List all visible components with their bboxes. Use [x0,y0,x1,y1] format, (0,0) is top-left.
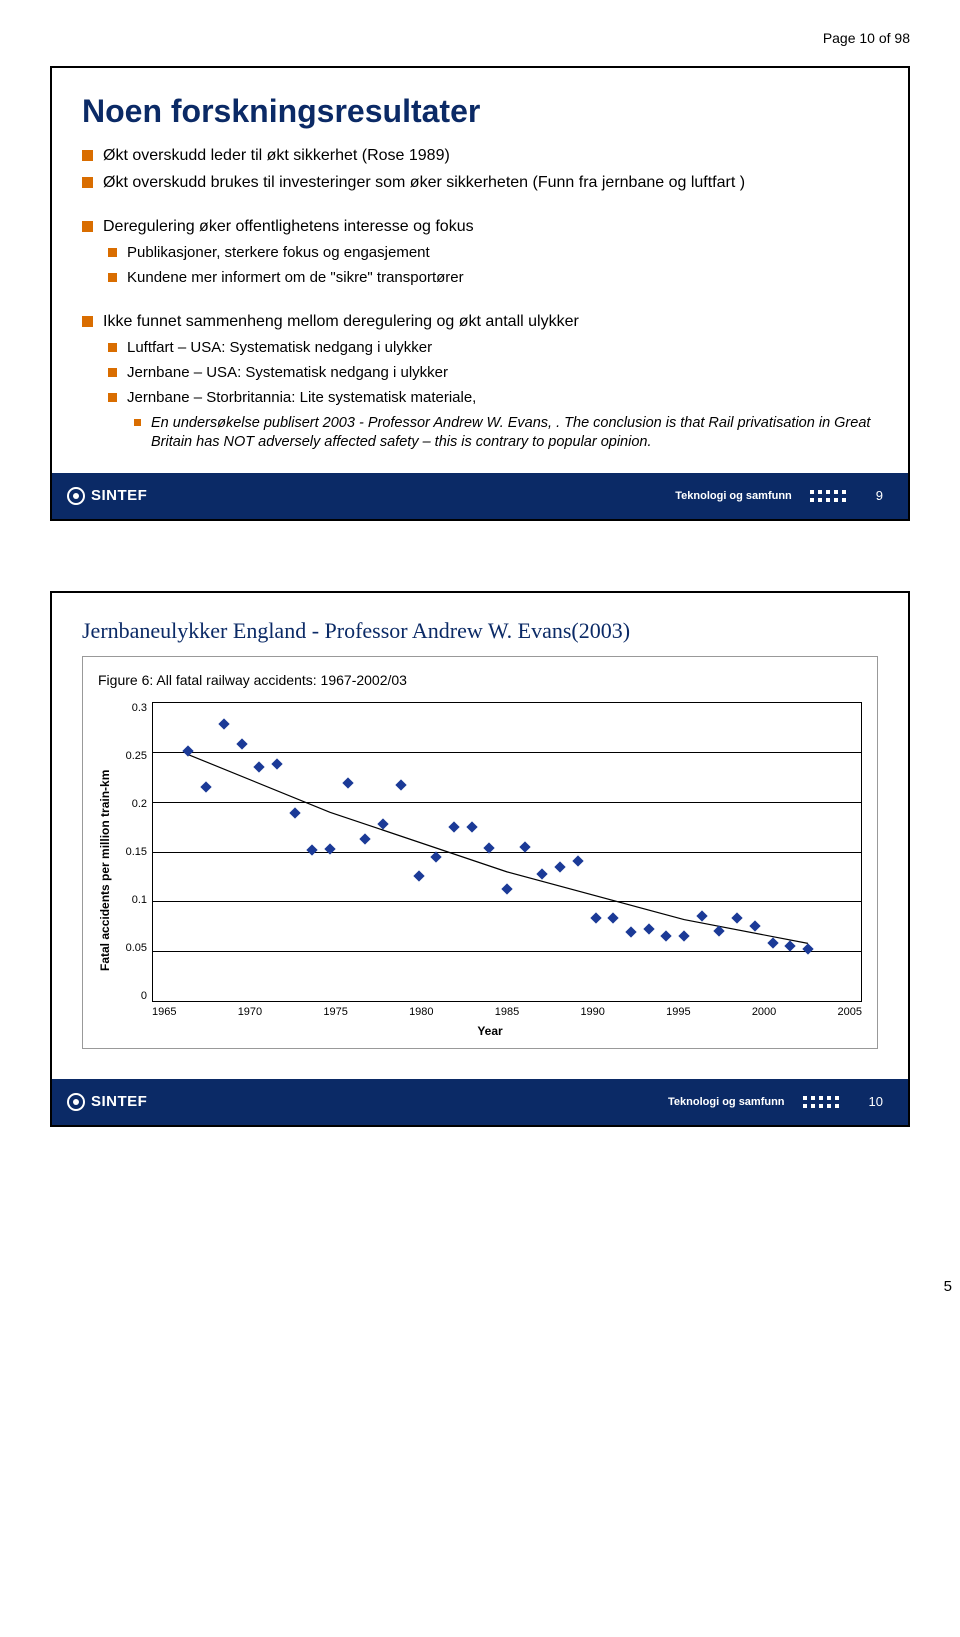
slide1-bullets: Økt overskudd leder til økt sikkerhet (R… [82,145,878,453]
page-header: Page 10 of 98 [50,30,910,46]
list-item: Jernbane – Storbritannia: Lite systemati… [108,388,878,408]
scatter-plot [152,702,862,1002]
y-axis-label: Fatal accidents per million train-km [98,702,112,1038]
chart-box: Figure 6: All fatal railway accidents: 1… [82,656,878,1049]
list-item-text: Publikasjoner, sterkere fokus og engasje… [127,243,430,263]
footer-center: Teknologi og samfunn [668,1096,785,1108]
list-item: Økt overskudd leder til økt sikkerhet (R… [82,145,878,167]
bullet-icon [108,368,117,377]
y-ticks: 0.30.250.20.150.10.050 [118,702,152,1002]
list-item-text: Kundene mer informert om de "sikre" tran… [127,268,464,288]
list-item: Ikke funnet sammenheng mellom dereguleri… [82,311,878,333]
sintef-logo-text: SINTEF [91,487,147,504]
bullet-icon [82,150,93,161]
slide2-footer: SINTEF Teknologi og samfunn 10 [52,1079,908,1125]
list-item: En undersøkelse publisert 2003 - Profess… [134,414,878,453]
bullet-icon [108,343,117,352]
list-item: Kundene mer informert om de "sikre" tran… [108,268,878,288]
list-item: Deregulering øker offentlighetens intere… [82,216,878,238]
page-number: 5 [944,1278,952,1295]
sintef-logo-icon [67,487,85,505]
slide1-number: 9 [876,488,883,503]
list-item-text: Jernbane – USA: Systematisk nedgang i ul… [127,363,448,383]
slide2-number: 10 [869,1094,883,1109]
slide-1: Noen forskningsresultater Økt overskudd … [50,66,910,521]
bullet-icon [82,177,93,188]
x-axis-label: Year [118,1024,862,1038]
bullet-icon [134,419,141,426]
bullet-icon [108,273,117,282]
bullet-icon [108,248,117,257]
slide1-title: Noen forskningsresultater [82,93,878,130]
sintef-logo-icon [67,1093,85,1111]
list-item-text: Ikke funnet sammenheng mellom dereguleri… [103,311,579,333]
bullet-icon [108,393,117,402]
list-item-text: Økt overskudd brukes til investeringer s… [103,172,745,194]
list-item-text: Deregulering øker offentlighetens intere… [103,216,474,238]
slide-2: Jernbaneulykker England - Professor Andr… [50,591,910,1127]
slide1-footer: SINTEF Teknologi og samfunn 9 [52,473,908,519]
footer-center: Teknologi og samfunn [675,490,792,502]
list-item-text: Økt overskudd leder til økt sikkerhet (R… [103,145,450,167]
list-item: Jernbane – USA: Systematisk nedgang i ul… [108,363,878,383]
bullet-icon [82,221,93,232]
list-item: Luftfart – USA: Systematisk nedgang i ul… [108,338,878,358]
list-item-text: Jernbane – Storbritannia: Lite systemati… [127,388,476,408]
x-ticks: 196519701975198019851990199520002005 [152,1006,862,1018]
dots-icon [810,490,846,502]
figure-caption: Figure 6: All fatal railway accidents: 1… [98,672,862,688]
list-item-text: Luftfart – USA: Systematisk nedgang i ul… [127,338,432,358]
list-item-text: En undersøkelse publisert 2003 - Profess… [151,414,878,453]
list-item: Publikasjoner, sterkere fokus og engasje… [108,243,878,263]
sintef-logo-text: SINTEF [91,1093,147,1110]
list-item: Økt overskudd brukes til investeringer s… [82,172,878,194]
bullet-icon [82,316,93,327]
slide2-title: Jernbaneulykker England - Professor Andr… [82,618,878,644]
dots-icon [803,1096,839,1108]
